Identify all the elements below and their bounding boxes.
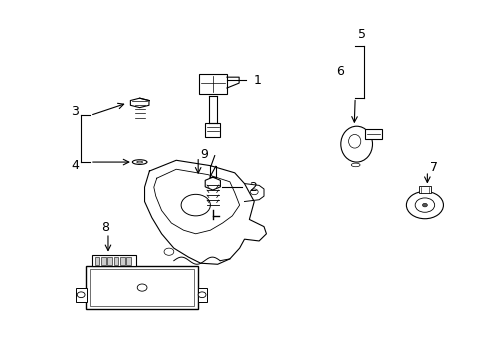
FancyBboxPatch shape xyxy=(90,269,194,306)
Text: 7: 7 xyxy=(429,161,437,174)
Circle shape xyxy=(181,194,210,216)
FancyBboxPatch shape xyxy=(101,257,105,265)
Text: 9: 9 xyxy=(200,148,208,161)
Text: 5: 5 xyxy=(357,28,365,41)
Circle shape xyxy=(250,189,258,195)
Ellipse shape xyxy=(137,161,142,163)
Circle shape xyxy=(198,292,205,298)
FancyBboxPatch shape xyxy=(198,288,206,302)
Text: 6: 6 xyxy=(335,65,343,78)
FancyBboxPatch shape xyxy=(107,257,112,265)
FancyBboxPatch shape xyxy=(76,288,87,302)
Circle shape xyxy=(422,203,427,207)
Circle shape xyxy=(414,198,434,212)
Ellipse shape xyxy=(340,126,372,162)
FancyBboxPatch shape xyxy=(418,186,430,193)
FancyBboxPatch shape xyxy=(86,266,198,309)
Circle shape xyxy=(163,248,173,255)
Circle shape xyxy=(406,192,443,219)
FancyBboxPatch shape xyxy=(92,255,136,266)
Text: 8: 8 xyxy=(102,221,109,234)
Circle shape xyxy=(137,284,147,291)
Ellipse shape xyxy=(350,163,359,167)
Circle shape xyxy=(77,292,85,298)
FancyBboxPatch shape xyxy=(205,123,220,137)
FancyBboxPatch shape xyxy=(95,257,99,265)
Text: 4: 4 xyxy=(71,159,79,172)
Text: 1: 1 xyxy=(253,74,261,87)
FancyBboxPatch shape xyxy=(365,129,382,139)
Text: 2: 2 xyxy=(249,181,257,194)
Ellipse shape xyxy=(132,160,147,165)
FancyBboxPatch shape xyxy=(126,257,131,265)
Text: 3: 3 xyxy=(71,105,79,118)
FancyBboxPatch shape xyxy=(198,74,226,94)
Ellipse shape xyxy=(348,134,360,148)
FancyBboxPatch shape xyxy=(114,257,118,265)
FancyBboxPatch shape xyxy=(120,257,124,265)
